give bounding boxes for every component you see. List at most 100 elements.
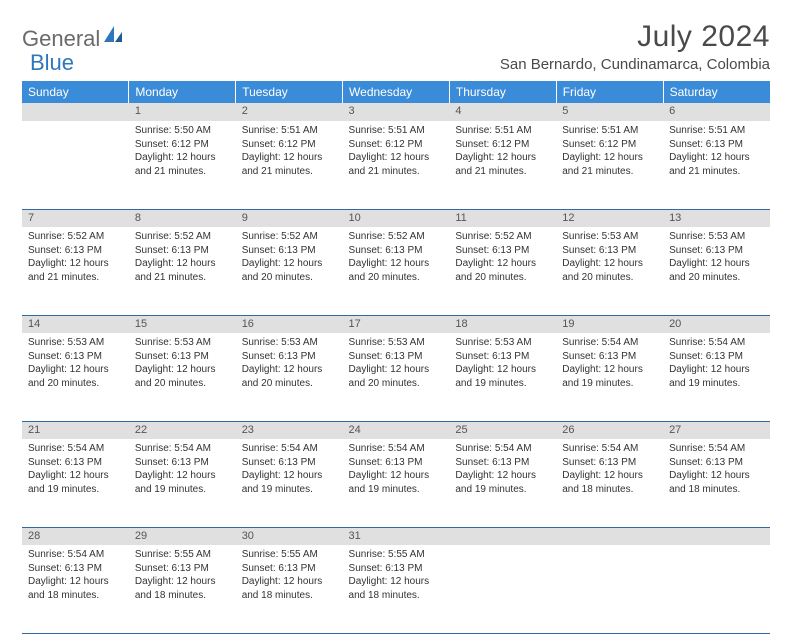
day-body: Sunrise: 5:54 AMSunset: 6:13 PMDaylight:… (236, 439, 343, 502)
sunrise-label: Sunrise: 5:52 AM (242, 230, 337, 244)
day-number-cell: 22 (129, 421, 236, 439)
sunset-label: Sunset: 6:13 PM (669, 350, 764, 364)
sunrise-label: Sunrise: 5:53 AM (28, 336, 123, 350)
sunrise-label: Sunrise: 5:52 AM (455, 230, 550, 244)
daylight-label: Daylight: 12 hours and 18 minutes. (28, 575, 123, 602)
day-number-cell: 20 (663, 315, 770, 333)
day-body: Sunrise: 5:55 AMSunset: 6:13 PMDaylight:… (236, 545, 343, 608)
day-cell: Sunrise: 5:53 AMSunset: 6:13 PMDaylight:… (449, 333, 556, 421)
day-number-cell: 17 (343, 315, 450, 333)
daylight-label: Daylight: 12 hours and 21 minutes. (562, 151, 657, 178)
day-body: Sunrise: 5:55 AMSunset: 6:13 PMDaylight:… (343, 545, 450, 608)
day-cell (556, 545, 663, 633)
day-cell: Sunrise: 5:53 AMSunset: 6:13 PMDaylight:… (129, 333, 236, 421)
logo-sail-icon (102, 24, 124, 51)
day-number-cell: 7 (22, 209, 129, 227)
sunset-label: Sunset: 6:13 PM (28, 456, 123, 470)
sunrise-label: Sunrise: 5:54 AM (349, 442, 444, 456)
day-number-cell (449, 527, 556, 545)
sunrise-label: Sunrise: 5:55 AM (242, 548, 337, 562)
sunrise-label: Sunrise: 5:55 AM (135, 548, 230, 562)
sunrise-label: Sunrise: 5:54 AM (135, 442, 230, 456)
day-number-cell: 28 (22, 527, 129, 545)
sunset-label: Sunset: 6:13 PM (135, 562, 230, 576)
sunrise-label: Sunrise: 5:52 AM (135, 230, 230, 244)
day-number-cell: 5 (556, 103, 663, 121)
day-cell: Sunrise: 5:53 AMSunset: 6:13 PMDaylight:… (343, 333, 450, 421)
sunrise-label: Sunrise: 5:54 AM (242, 442, 337, 456)
day-body: Sunrise: 5:54 AMSunset: 6:13 PMDaylight:… (129, 439, 236, 502)
sunset-label: Sunset: 6:13 PM (135, 350, 230, 364)
day-number-cell: 25 (449, 421, 556, 439)
sunset-label: Sunset: 6:13 PM (242, 456, 337, 470)
day-cell: Sunrise: 5:54 AMSunset: 6:13 PMDaylight:… (449, 439, 556, 527)
day-body: Sunrise: 5:53 AMSunset: 6:13 PMDaylight:… (343, 333, 450, 396)
sunset-label: Sunset: 6:12 PM (349, 138, 444, 152)
day-number-cell (663, 527, 770, 545)
sunrise-label: Sunrise: 5:51 AM (562, 124, 657, 138)
sunset-label: Sunset: 6:12 PM (242, 138, 337, 152)
location-label: San Bernardo, Cundinamarca, Colombia (500, 56, 770, 73)
day-number-cell: 3 (343, 103, 450, 121)
day-number-cell: 19 (556, 315, 663, 333)
sunrise-label: Sunrise: 5:51 AM (242, 124, 337, 138)
sunrise-label: Sunrise: 5:53 AM (242, 336, 337, 350)
day-cell: Sunrise: 5:52 AMSunset: 6:13 PMDaylight:… (129, 227, 236, 315)
day-number-cell: 23 (236, 421, 343, 439)
logo-blue-row: Blue (30, 50, 74, 76)
sunset-label: Sunset: 6:13 PM (455, 456, 550, 470)
day-body: Sunrise: 5:51 AMSunset: 6:12 PMDaylight:… (236, 121, 343, 184)
daylight-label: Daylight: 12 hours and 21 minutes. (28, 257, 123, 284)
day-number-cell: 18 (449, 315, 556, 333)
day-number-cell: 9 (236, 209, 343, 227)
sunrise-label: Sunrise: 5:50 AM (135, 124, 230, 138)
day-number-cell: 4 (449, 103, 556, 121)
day-cell: Sunrise: 5:54 AMSunset: 6:13 PMDaylight:… (556, 333, 663, 421)
weekday-header: Sunday (22, 81, 129, 103)
day-body: Sunrise: 5:54 AMSunset: 6:13 PMDaylight:… (663, 333, 770, 396)
day-cell: Sunrise: 5:54 AMSunset: 6:13 PMDaylight:… (663, 439, 770, 527)
day-body: Sunrise: 5:54 AMSunset: 6:13 PMDaylight:… (556, 333, 663, 396)
sunrise-label: Sunrise: 5:55 AM (349, 548, 444, 562)
sunrise-label: Sunrise: 5:54 AM (669, 442, 764, 456)
day-number-cell: 16 (236, 315, 343, 333)
weekday-header: Tuesday (236, 81, 343, 103)
day-number-cell: 10 (343, 209, 450, 227)
day-cell: Sunrise: 5:51 AMSunset: 6:12 PMDaylight:… (236, 121, 343, 209)
daylight-label: Daylight: 12 hours and 18 minutes. (242, 575, 337, 602)
daylight-label: Daylight: 12 hours and 19 minutes. (349, 469, 444, 496)
daylight-label: Daylight: 12 hours and 19 minutes. (669, 363, 764, 390)
day-body: Sunrise: 5:52 AMSunset: 6:13 PMDaylight:… (343, 227, 450, 290)
sunset-label: Sunset: 6:13 PM (562, 350, 657, 364)
daylight-label: Daylight: 12 hours and 19 minutes. (135, 469, 230, 496)
calendar-table: Sunday Monday Tuesday Wednesday Thursday… (22, 81, 770, 634)
weekday-header: Monday (129, 81, 236, 103)
sunset-label: Sunset: 6:13 PM (28, 562, 123, 576)
daylight-label: Daylight: 12 hours and 21 minutes. (135, 151, 230, 178)
day-cell: Sunrise: 5:52 AMSunset: 6:13 PMDaylight:… (449, 227, 556, 315)
weekday-header: Wednesday (343, 81, 450, 103)
day-cell: Sunrise: 5:54 AMSunset: 6:13 PMDaylight:… (556, 439, 663, 527)
day-number-cell: 12 (556, 209, 663, 227)
daylight-label: Daylight: 12 hours and 20 minutes. (455, 257, 550, 284)
title-block: July 2024 San Bernardo, Cundinamarca, Co… (500, 20, 770, 73)
sunrise-label: Sunrise: 5:54 AM (562, 336, 657, 350)
sunrise-label: Sunrise: 5:54 AM (28, 442, 123, 456)
day-body: Sunrise: 5:52 AMSunset: 6:13 PMDaylight:… (22, 227, 129, 290)
week-body-row: Sunrise: 5:52 AMSunset: 6:13 PMDaylight:… (22, 227, 770, 315)
daynum-row: 14151617181920 (22, 315, 770, 333)
sunrise-label: Sunrise: 5:52 AM (28, 230, 123, 244)
daylight-label: Daylight: 12 hours and 19 minutes. (455, 363, 550, 390)
weekday-header-row: Sunday Monday Tuesday Wednesday Thursday… (22, 81, 770, 103)
day-body: Sunrise: 5:53 AMSunset: 6:13 PMDaylight:… (129, 333, 236, 396)
daylight-label: Daylight: 12 hours and 20 minutes. (349, 363, 444, 390)
sunset-label: Sunset: 6:13 PM (349, 456, 444, 470)
day-cell: Sunrise: 5:54 AMSunset: 6:13 PMDaylight:… (343, 439, 450, 527)
sunset-label: Sunset: 6:12 PM (562, 138, 657, 152)
day-cell: Sunrise: 5:50 AMSunset: 6:12 PMDaylight:… (129, 121, 236, 209)
day-number-cell: 14 (22, 315, 129, 333)
day-body: Sunrise: 5:51 AMSunset: 6:12 PMDaylight:… (556, 121, 663, 184)
day-body: Sunrise: 5:54 AMSunset: 6:13 PMDaylight:… (663, 439, 770, 502)
sunset-label: Sunset: 6:13 PM (28, 350, 123, 364)
day-body: Sunrise: 5:55 AMSunset: 6:13 PMDaylight:… (129, 545, 236, 608)
